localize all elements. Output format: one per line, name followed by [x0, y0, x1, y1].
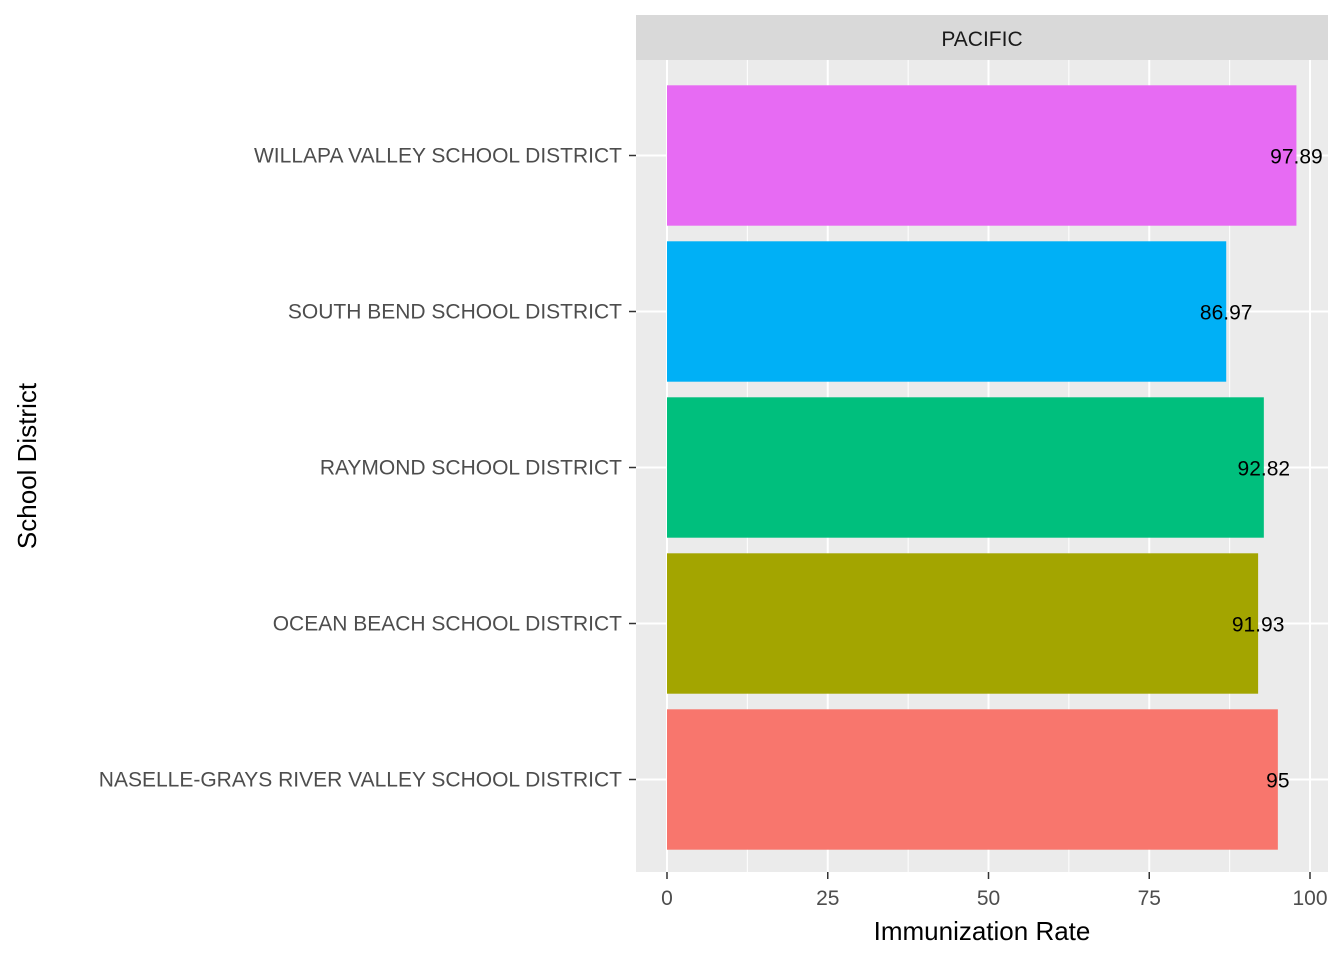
facet-strip: [636, 15, 1328, 60]
bar-layer: [667, 85, 1297, 850]
bar-value-label: 91.93: [1232, 614, 1285, 637]
x-tick-label: 75: [1138, 887, 1161, 910]
y-tick-label: NASELLE-GRAYS RIVER VALLEY SCHOOL DISTRI…: [99, 769, 622, 792]
bar: [667, 553, 1259, 694]
y-tick-label: SOUTH BEND SCHOOL DISTRICT: [288, 301, 622, 324]
bar-value-label: 95: [1266, 770, 1289, 793]
bar: [667, 397, 1264, 538]
bar: [667, 709, 1278, 850]
x-tick-label: 100: [1292, 887, 1327, 910]
x-axis: 0 25 50 75 100: [661, 872, 1328, 910]
y-tick-label: WILLAPA VALLEY SCHOOL DISTRICT: [254, 145, 622, 168]
y-axis: NASELLE-GRAYS RIVER VALLEY SCHOOL DISTRI…: [99, 145, 636, 792]
x-tick-label: 0: [661, 887, 673, 910]
bar-value-label: 92.82: [1238, 458, 1291, 481]
x-axis-title: Immunization Rate: [874, 916, 1091, 946]
y-tick-label: RAYMOND SCHOOL DISTRICT: [320, 457, 622, 480]
facet-strip-label: PACIFIC: [941, 28, 1022, 51]
data-label-layer: 95 91.93 92.82 86.97 97.89: [1200, 146, 1323, 793]
bar-value-label: 86.97: [1200, 302, 1253, 325]
bar: [667, 241, 1227, 382]
y-axis-title: School District: [12, 382, 42, 549]
x-tick-label: 25: [816, 887, 839, 910]
x-tick-label: 50: [977, 887, 1000, 910]
bar-value-label: 97.89: [1270, 146, 1323, 169]
bar: [667, 85, 1297, 226]
y-tick-label: OCEAN BEACH SCHOOL DISTRICT: [273, 613, 622, 636]
